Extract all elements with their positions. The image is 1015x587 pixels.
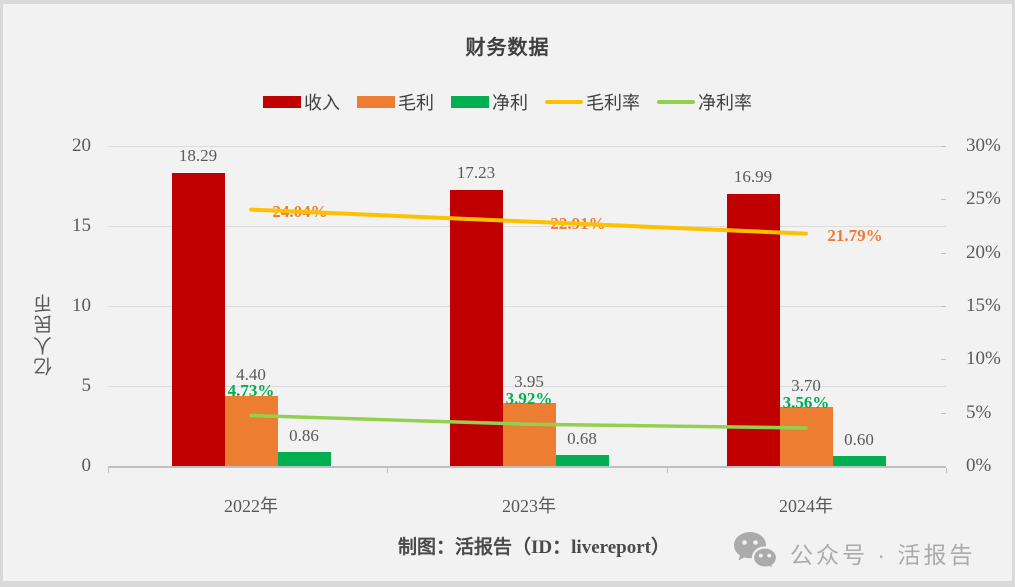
- legend-item-revenue: 收入: [263, 89, 340, 115]
- legend-label-gross-margin: 毛利率: [586, 93, 640, 113]
- x-axis-label-2024: 2024年: [779, 496, 833, 516]
- line-label-net-margin-2023: 3.92%: [505, 389, 553, 409]
- left-axis-tick-15: 15: [72, 215, 91, 236]
- bar-gross-profit-2022: [224, 395, 278, 466]
- line-label-gross-margin-2024: 21.79%: [827, 225, 883, 245]
- bar-value-net-profit-2024: 0.60: [844, 430, 874, 450]
- legend-item-gross-margin: 毛利率: [545, 89, 640, 115]
- bar-revenue-2024: [726, 194, 780, 466]
- bar-net-profit-2023: [555, 455, 609, 466]
- bar-value-gross-profit-2022: 4.40: [236, 364, 266, 384]
- bar-net-profit-2022: [277, 452, 331, 466]
- right-axis-tick-0pct: 0%: [966, 455, 992, 476]
- left-axis-tick-20: 20: [72, 135, 91, 156]
- right-axis-tick-25pct: 25%: [966, 188, 1001, 210]
- bar-net-profit-2024: [832, 456, 886, 466]
- bar-value-revenue-2022: 18.29: [178, 146, 218, 166]
- gridline-10: [108, 306, 946, 307]
- gridline-5: [108, 386, 946, 387]
- right-axis-tickmark-10pct: [941, 359, 946, 361]
- x-axis-line: [108, 466, 946, 468]
- gridline-20: [108, 146, 946, 147]
- line-label-gross-margin-2022: 24.04%: [272, 201, 328, 221]
- right-axis-tick-20pct: 20%: [966, 241, 1001, 263]
- bar-value-revenue-2024: 16.99: [733, 167, 773, 187]
- right-axis-tickmark-30pct: [941, 146, 946, 147]
- right-axis-tick-15pct: 15%: [966, 295, 1001, 316]
- bar-value-net-profit-2023: 0.68: [567, 429, 597, 449]
- left-axis-tick-5: 5: [81, 375, 92, 396]
- right-axis-tickmark-5pct: [941, 412, 946, 414]
- legend-marker-net-profit: [451, 96, 489, 108]
- legend-marker-revenue: [263, 96, 301, 108]
- line-label-gross-margin-2023: 22.91%: [550, 213, 606, 233]
- footer-caption: 制图：活报告（ID：livereport）: [398, 537, 670, 558]
- right-axis-tickmark-15pct: [941, 306, 946, 307]
- line-label-net-margin-2024: 3.56%: [782, 393, 830, 412]
- line-label-net-margin-2022: 4.73%: [227, 380, 275, 400]
- bar-gross-profit-2024: [779, 406, 833, 466]
- x-axis-tickmark-1: [387, 468, 389, 473]
- x-axis-label-2023: 2023年: [502, 496, 556, 516]
- right-axis-tick-30pct: 30%: [966, 135, 1001, 156]
- right-axis-tickmark-25pct: [941, 199, 946, 201]
- bar-value-gross-profit-2024: 3.70: [791, 375, 821, 395]
- legend-item-gross-profit: 毛利: [357, 89, 434, 115]
- legend-label-revenue: 收入: [304, 93, 340, 113]
- left-axis-tick-10: 10: [72, 295, 91, 316]
- plot-area: 20 15 10 5 0 30% 25% 20% 15% 10% 5% 0% 2022年 2023年 202…: [3, 4, 1012, 581]
- x-axis-tickmark-2: [666, 468, 668, 473]
- watermark: 公众号 · 活报告: [732, 530, 975, 576]
- legend-item-net-margin: 净利率: [657, 89, 752, 115]
- x-axis-label-2022: 2022年: [224, 496, 278, 516]
- left-axis-tick-0: 0: [81, 455, 92, 476]
- bar-value-gross-profit-2023: 3.95: [514, 371, 544, 391]
- legend-item-net-profit: 净利: [451, 89, 528, 115]
- legend-marker-gross-margin: [545, 100, 583, 104]
- chart-legend: 收入 毛利 净利 毛利率 净利率: [3, 88, 1012, 116]
- legend-label-net-margin: 净利率: [698, 93, 752, 113]
- right-axis-tick-5pct: 5%: [966, 401, 992, 423]
- x-axis-tickmark-0: [108, 468, 109, 473]
- right-axis-tickmark-20pct: [941, 252, 946, 254]
- bar-revenue-2023: [449, 190, 503, 466]
- bar-value-net-profit-2022: 0.86: [289, 426, 319, 446]
- legend-label-net-profit: 净利: [492, 93, 528, 113]
- legend-label-gross-profit: 毛利: [398, 93, 434, 113]
- bar-revenue-2022: [171, 173, 225, 466]
- bar-gross-profit-2023: [502, 402, 556, 466]
- right-axis-tick-10pct: 10%: [966, 348, 1001, 370]
- x-axis-tickmark-3: [946, 468, 947, 473]
- bar-value-revenue-2023: 17.23: [456, 163, 496, 183]
- page-title: 财务数据: [465, 37, 550, 59]
- legend-marker-net-margin: [657, 100, 695, 104]
- gridline-15: [108, 226, 946, 227]
- wechat-bubbles-icon: [734, 532, 779, 572]
- watermark-text: 公众号 · 活报告: [790, 542, 976, 568]
- legend-marker-gross-profit: [357, 96, 395, 108]
